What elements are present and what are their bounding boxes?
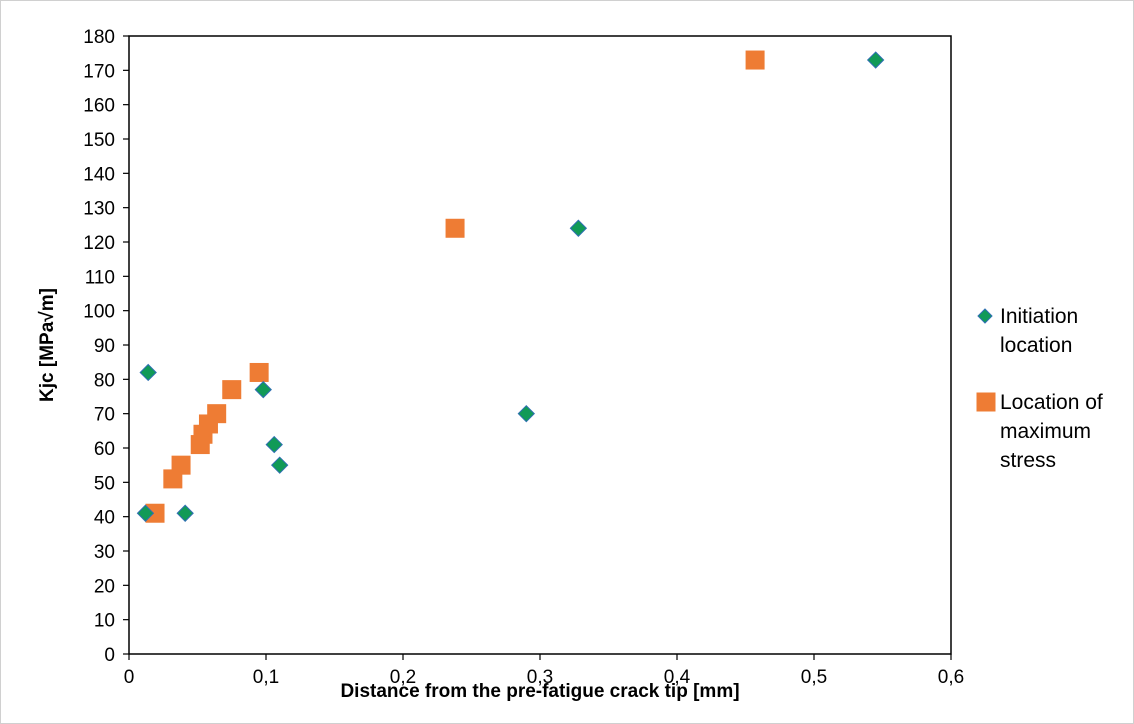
data-point-diamond bbox=[254, 380, 272, 399]
x-tick-label: 0,2 bbox=[390, 667, 416, 688]
legend-label: maximum bbox=[1000, 420, 1091, 443]
y-tick-label: 60 bbox=[94, 439, 115, 460]
data-point-diamond bbox=[176, 504, 194, 522]
legend-square-marker bbox=[976, 392, 996, 412]
y-tick-label: 20 bbox=[94, 576, 115, 597]
data-point-square bbox=[222, 380, 242, 400]
y-axis-ticks: 0 10 20 30 40 50 60 70 80 90 100 110 120 130 140 150 160… bbox=[83, 27, 129, 666]
data-point-diamond bbox=[569, 219, 588, 237]
legend-label: Initiation bbox=[1000, 305, 1078, 328]
data-point-diamond bbox=[270, 456, 289, 474]
legend-entry: Location of maximum stress bbox=[976, 391, 1103, 472]
data-point-diamond bbox=[517, 404, 536, 423]
y-tick-label: 180 bbox=[83, 27, 115, 48]
x-tick-label: 0,5 bbox=[801, 667, 827, 688]
data-points bbox=[136, 50, 885, 523]
y-tick-label: 0 bbox=[104, 645, 115, 666]
y-tick-label: 120 bbox=[83, 233, 115, 254]
y-tick-label: 100 bbox=[83, 302, 115, 323]
legend-label: location bbox=[1000, 334, 1072, 357]
x-tick-label: 0,6 bbox=[938, 667, 964, 688]
series-initiation-location bbox=[136, 51, 885, 522]
x-tick-label: 0,3 bbox=[527, 667, 553, 688]
y-tick-label: 140 bbox=[83, 164, 115, 185]
y-tick-label: 160 bbox=[83, 96, 115, 117]
y-tick-label: 80 bbox=[94, 370, 115, 391]
data-point-square bbox=[745, 50, 765, 70]
x-axis-ticks: 0 0,1 0,2 0,3 0,4 0,5 0,6 bbox=[124, 654, 964, 688]
x-tick-label: 0 bbox=[124, 667, 135, 688]
y-tick-label: 90 bbox=[94, 336, 115, 357]
x-tick-label: 0,1 bbox=[253, 667, 279, 688]
series-maximum-stress-location bbox=[145, 50, 765, 523]
data-point-diamond bbox=[866, 51, 885, 69]
data-point-square bbox=[190, 435, 210, 455]
y-tick-label: 40 bbox=[94, 508, 115, 529]
x-tick-label: 0,4 bbox=[664, 667, 691, 688]
legend: Initiation location Location of maximum stre… bbox=[976, 305, 1103, 472]
data-point-square bbox=[163, 469, 183, 489]
data-point-diamond bbox=[136, 504, 155, 522]
legend-diamond-marker bbox=[977, 308, 993, 324]
y-tick-label: 150 bbox=[83, 130, 115, 151]
y-axis-title: Kjc [MPa√m] bbox=[37, 288, 58, 402]
legend-label: Location of bbox=[1000, 391, 1103, 414]
x-axis-title: Distance from the pre-fatigue crack tip … bbox=[340, 681, 739, 702]
legend-entry: Initiation location bbox=[977, 305, 1078, 357]
y-tick-label: 110 bbox=[85, 267, 115, 288]
y-tick-label: 50 bbox=[94, 473, 115, 494]
data-point-square bbox=[445, 218, 465, 238]
y-tick-label: 70 bbox=[94, 405, 115, 426]
legend-label: stress bbox=[1000, 449, 1056, 472]
y-tick-label: 130 bbox=[83, 199, 115, 220]
y-tick-label: 30 bbox=[94, 542, 115, 563]
data-point-diamond bbox=[265, 435, 283, 454]
y-tick-label: 170 bbox=[83, 61, 115, 82]
y-tick-label: 10 bbox=[94, 611, 115, 632]
data-point-square bbox=[249, 362, 269, 382]
plot-area bbox=[128, 35, 952, 655]
data-point-diamond bbox=[139, 363, 157, 382]
